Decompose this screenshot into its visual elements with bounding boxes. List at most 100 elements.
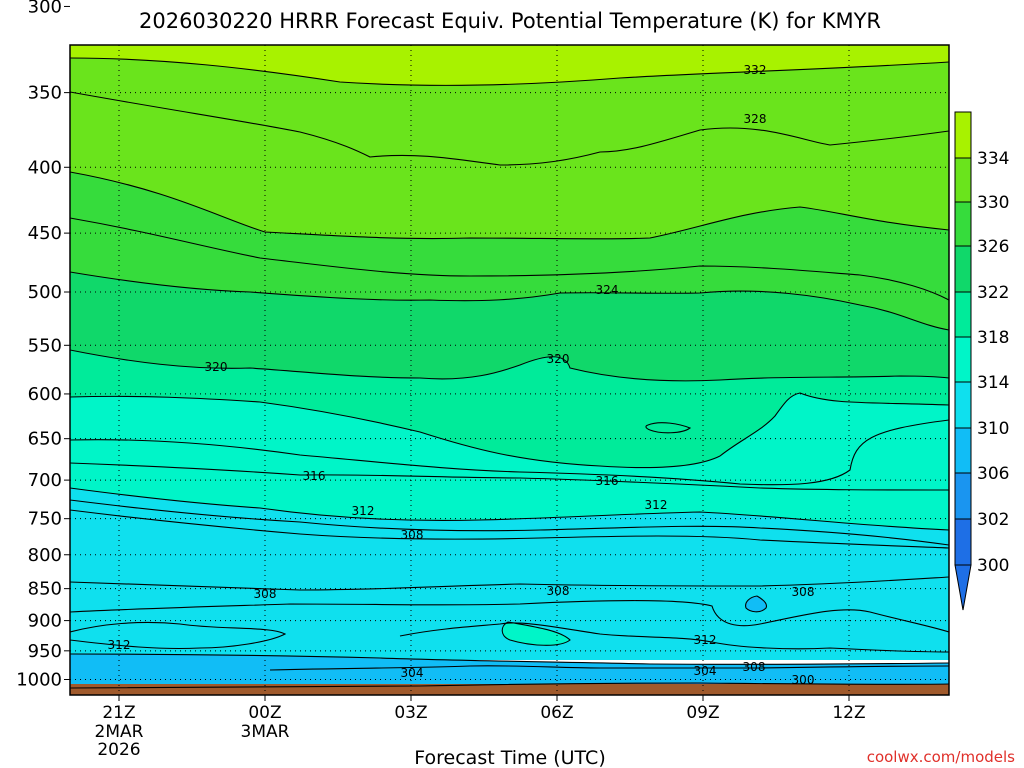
- contour-label: 328: [744, 112, 767, 126]
- contour-line: [70, 621, 287, 650]
- y-tick-label: 450: [28, 223, 62, 244]
- y-tick-label: 900: [28, 611, 62, 632]
- colorbar-label: 300: [977, 556, 1009, 576]
- x-tick-year: 2026: [97, 740, 140, 760]
- contour-label: 312: [352, 504, 375, 518]
- colorbar-label: 334: [977, 149, 1009, 169]
- contour-line: [645, 422, 692, 434]
- plot-frame: [69, 44, 950, 696]
- contour-line: [501, 621, 571, 646]
- colorbar-label: 310: [977, 419, 1009, 439]
- contour-label: 304: [401, 666, 424, 680]
- band-330: [70, 58, 949, 260]
- x-tick-label: 21Z: [102, 703, 135, 723]
- contour-label: 304: [694, 664, 717, 678]
- colorbar-label: 326: [977, 237, 1009, 257]
- contour-line: [269, 665, 949, 671]
- colorbar-label: 322: [977, 283, 1009, 303]
- contour-line: [70, 91, 949, 166]
- y-tick-label: 1000: [16, 670, 62, 691]
- colorbar-segment: [954, 336, 972, 383]
- colorbar-label: 330: [977, 193, 1009, 213]
- y-axis: 2503003504004505005506006507007508008509…: [16, 0, 70, 691]
- contour-line: [70, 487, 949, 531]
- chart-title: 2026030220 HRRR Forecast Equiv. Potentia…: [139, 9, 881, 33]
- gridlines: [70, 45, 949, 695]
- contour-lines: [70, 57, 949, 689]
- plot-area: [70, 45, 949, 695]
- contour-label: 308: [547, 584, 570, 598]
- x-axis-title: Forecast Time (UTC): [414, 747, 605, 768]
- colorbar-arrow-low: [954, 564, 972, 611]
- contour-line: [70, 171, 949, 240]
- contour-line: [70, 392, 949, 469]
- contour-line: [70, 462, 949, 491]
- colorbar-label: 302: [977, 510, 1009, 530]
- contour-line: [745, 595, 768, 613]
- y-tick-label: 700: [28, 470, 62, 491]
- contour-line: [70, 57, 949, 87]
- contour-line: [70, 576, 949, 591]
- y-tick-label: 950: [28, 641, 62, 662]
- colorbar-label: 314: [977, 373, 1009, 393]
- watermark: coolwx.com/models: [867, 748, 1015, 766]
- y-tick-label: 650: [28, 429, 62, 450]
- y-tick-label: 400: [28, 157, 62, 178]
- x-tick-label: 06Z: [540, 703, 573, 723]
- y-tick-label: 750: [28, 509, 62, 530]
- colorbar-segment: [954, 157, 972, 203]
- contour-line: [70, 271, 949, 331]
- x-tick-label: 00Z: [248, 703, 281, 723]
- contour-label: 312: [694, 633, 717, 647]
- contour-line: [70, 349, 949, 382]
- colorbar-label: 306: [977, 464, 1009, 484]
- y-tick-label: 550: [28, 335, 62, 356]
- colorbar-segment: [954, 201, 972, 247]
- contour-line: [70, 599, 949, 633]
- ground: [70, 684, 949, 695]
- contour-label: 316: [303, 469, 326, 483]
- colorbar-label: 318: [977, 328, 1009, 348]
- contour-label: 308: [254, 587, 277, 601]
- colorbar: 300 302 306 310 314 318 322 326 330 334: [954, 111, 1009, 611]
- colorbar-segment: [954, 472, 972, 520]
- band-310: [70, 488, 949, 660]
- contour-label: 312: [108, 638, 131, 652]
- colorbar-segment: [954, 427, 972, 474]
- contour-labels: 332 328 324 320 320 316 316 312 312 308 308 308 308 3…: [108, 63, 815, 687]
- cell-808: [745, 596, 767, 612]
- colorbar-segment: [954, 381, 972, 429]
- x-tick-label: 03Z: [394, 703, 427, 723]
- contour-label: 320: [547, 352, 570, 366]
- contour-label: 308: [792, 585, 815, 599]
- contour-line: [70, 653, 949, 665]
- colorbar-segment: [954, 245, 972, 293]
- contour-label: 324: [596, 283, 619, 297]
- contour-line: [70, 217, 949, 301]
- x-tick-label: 12Z: [832, 703, 865, 723]
- contour-line: [70, 682, 949, 689]
- contour-label: 300: [792, 673, 815, 687]
- colorbar-segment: [954, 291, 972, 338]
- contour-line: [399, 622, 949, 653]
- contour-label: 332: [744, 63, 767, 77]
- contour-line: [70, 499, 949, 546]
- contour-label: 312: [645, 498, 668, 512]
- x-tick-date: 2MAR: [95, 722, 144, 742]
- contour-label: 308: [401, 528, 424, 542]
- y-tick-label: 500: [28, 282, 62, 303]
- colorbar-segment: [954, 518, 972, 566]
- x-tick-date: 3MAR: [241, 722, 290, 742]
- x-tick-label: 09Z: [686, 703, 719, 723]
- cell-310: [502, 622, 570, 646]
- colorbar-segment: [954, 111, 972, 159]
- contour-label: 308: [743, 660, 766, 674]
- contour-label: 316: [596, 474, 619, 488]
- y-tick-label: 300: [28, 0, 62, 17]
- y-tick-label: 600: [28, 384, 62, 405]
- y-tick-label: 800: [28, 545, 62, 566]
- contour-label: 320: [205, 360, 228, 374]
- contour-line: [70, 419, 949, 486]
